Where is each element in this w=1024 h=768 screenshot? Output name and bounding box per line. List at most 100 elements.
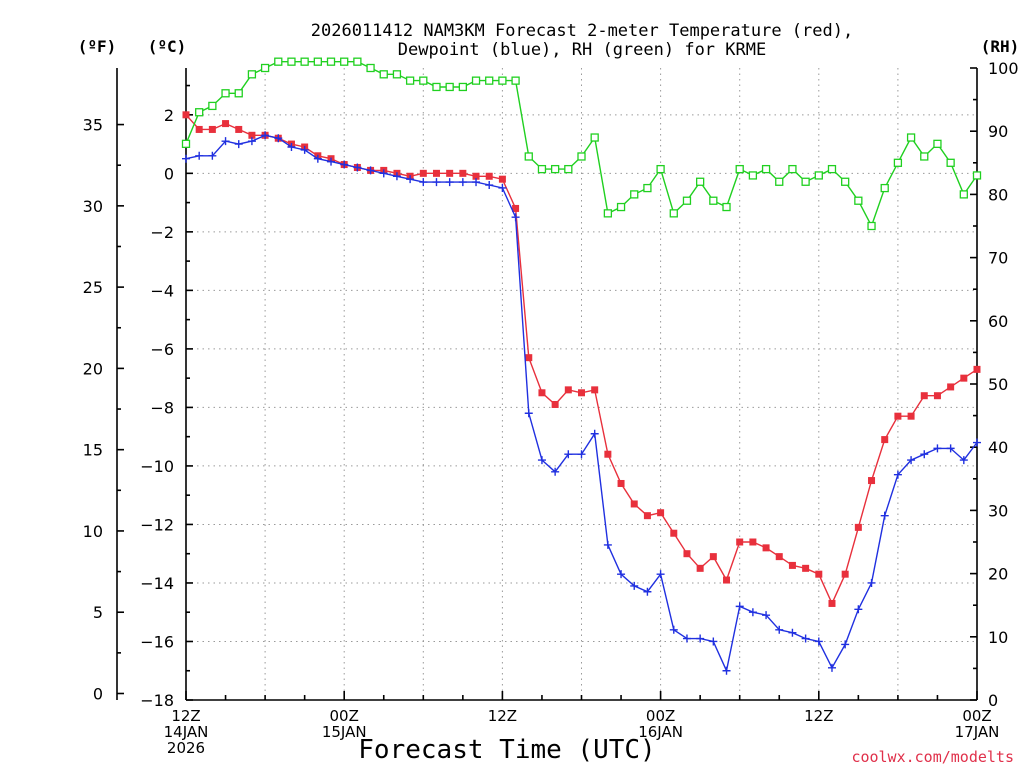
dewpoint-point [590, 429, 599, 438]
temperature-point [907, 412, 915, 420]
temperature-point [960, 374, 968, 382]
dewpoint-point [498, 183, 507, 192]
dewpoint-point [313, 154, 322, 163]
rh-point [696, 177, 705, 186]
dewpoint-point [300, 145, 309, 154]
dewpoint-point [669, 625, 678, 634]
dewpoint-point [195, 151, 204, 160]
rh-point [326, 57, 336, 66]
temperature-point [617, 479, 625, 487]
rh-point [801, 177, 810, 186]
rh-point [419, 76, 428, 85]
rh-point [498, 76, 507, 85]
temperature-point [696, 564, 704, 572]
dewpoint-point [946, 444, 955, 453]
rh-point [524, 152, 533, 161]
temperature-point [868, 477, 876, 485]
dewpoint-point [841, 640, 850, 649]
temperature-point [538, 389, 546, 397]
rh-point [300, 57, 309, 66]
celsius-tick-label: −16 [140, 632, 174, 651]
x-tick-label: 14JAN [164, 723, 209, 741]
x-tick-label: 00Z [962, 707, 991, 725]
dewpoint-point [234, 140, 243, 149]
temperature-point [947, 383, 955, 391]
temperature-point [788, 561, 796, 569]
celsius-tick-label: −12 [140, 515, 174, 534]
fahrenheit-tick-label: 30 [83, 197, 103, 216]
dewpoint-point [762, 611, 771, 620]
dewpoint-point [814, 637, 823, 646]
fahrenheit-tick-label: 10 [83, 522, 103, 541]
rh-point [775, 177, 784, 186]
rh-point [933, 139, 942, 148]
rh-tick-label: 70 [988, 249, 1008, 268]
x-axis-title: Forecast Time (UTC) [358, 735, 655, 765]
temperature-point [525, 354, 533, 362]
celsius-tick-label: 2 [164, 106, 174, 125]
tick-labels: 20−2−4−6−8−10−12−14−16−18353025201510501… [83, 59, 1019, 757]
rh-point [313, 57, 322, 66]
dewpoint-point [537, 456, 546, 465]
dewpoint-point [603, 540, 612, 549]
temperature-point [683, 550, 691, 558]
dewpoint-point [406, 175, 415, 184]
rh-point [221, 89, 230, 98]
dewpoint-point [682, 634, 691, 643]
fahrenheit-tick-label: 15 [83, 441, 103, 460]
x-tick-label: 12Z [488, 707, 517, 725]
temperature-point [736, 538, 744, 546]
rh-tick-label: 90 [988, 122, 1008, 141]
rh-point [405, 76, 415, 85]
rh-tick-label: 20 [988, 565, 1008, 584]
temperature-point [432, 169, 440, 177]
dewpoint-point [392, 172, 401, 181]
rh-point [511, 76, 520, 85]
dewpoint-point [775, 625, 784, 634]
unit-rh-label: (RH) [981, 37, 1020, 56]
rh-point [590, 133, 599, 142]
rh-point [867, 221, 876, 231]
dewpoint-point [973, 438, 981, 447]
rh-point [946, 158, 955, 167]
temperature-point [973, 365, 981, 373]
rh-point [287, 57, 296, 66]
rh-point [603, 209, 613, 218]
dewpoint-point [366, 166, 375, 175]
temperature-point [472, 172, 480, 180]
dewpoint-point [445, 178, 454, 187]
celsius-tick-label: −2 [150, 223, 174, 242]
temperature-point [749, 538, 757, 546]
dewpoint-point [261, 131, 270, 140]
rh-point [195, 108, 204, 117]
dewpoint-point [340, 160, 349, 169]
dewpoint-point [551, 467, 560, 476]
rh-point [550, 164, 560, 174]
temperature-point [446, 169, 454, 177]
temperature-point [564, 386, 572, 394]
rh-point [564, 164, 573, 174]
temperature-point [670, 529, 678, 537]
rh-point [906, 133, 916, 142]
temperature-point [828, 599, 836, 607]
dewpoint-point [748, 608, 757, 617]
rh-point [234, 89, 243, 98]
x-tick-label: 12Z [804, 707, 833, 725]
temperature-point [775, 553, 783, 561]
temperature-point [235, 125, 243, 133]
x-tick-label: 15JAN [322, 723, 367, 741]
temperature-point [591, 386, 599, 394]
rh-point [630, 190, 639, 199]
temperature-point [933, 392, 941, 400]
rh-point [392, 70, 402, 79]
temperature-point [182, 111, 190, 119]
celsius-tick-label: −4 [150, 281, 174, 300]
dewpoint-point [656, 570, 665, 579]
dewpoint-point [511, 213, 520, 222]
rh-point [181, 139, 191, 148]
x-tick-label: 2026 [167, 739, 205, 757]
temperature-point [485, 172, 493, 180]
dewpoint-point [788, 628, 797, 637]
dewpoint-point [880, 511, 889, 520]
